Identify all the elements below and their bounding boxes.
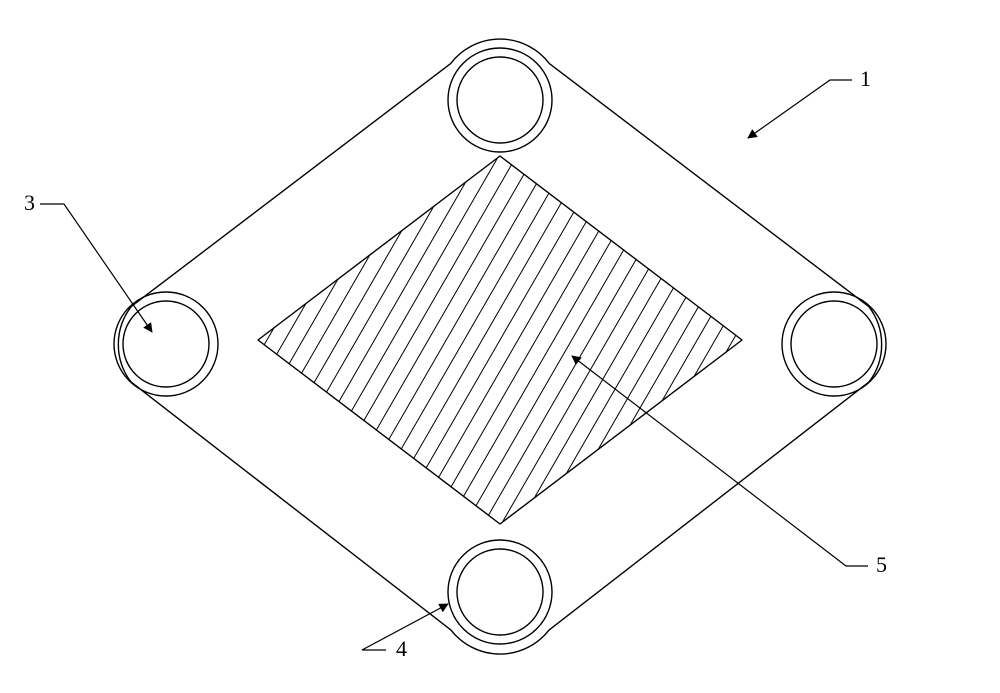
ring-bottom xyxy=(448,540,552,644)
ring-right xyxy=(782,292,886,396)
callout-5: 5 xyxy=(876,552,887,577)
callout-4: 4 xyxy=(396,636,407,661)
leader-1 xyxy=(748,80,852,138)
leader-3 xyxy=(40,204,152,332)
ring-top xyxy=(448,48,552,152)
ring-left xyxy=(114,292,218,396)
outer-frame xyxy=(118,39,881,654)
callout-1: 1 xyxy=(860,66,871,91)
callout-3: 3 xyxy=(24,190,35,215)
hatch-region xyxy=(21,0,979,693)
